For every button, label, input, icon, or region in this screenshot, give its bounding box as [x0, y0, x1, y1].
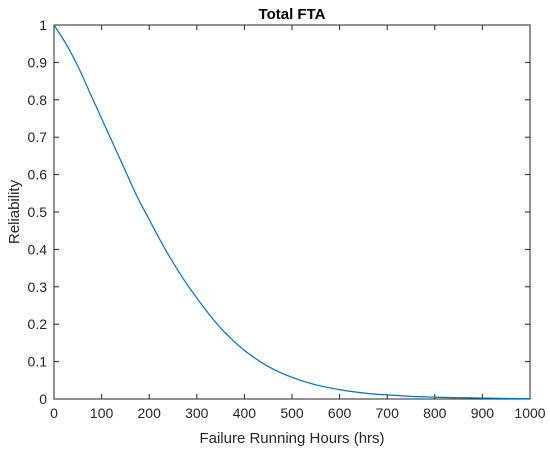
- y-tick-label: 0.7: [28, 129, 48, 145]
- y-tick-label: 1: [39, 17, 47, 33]
- x-tick-label: 0: [50, 405, 58, 421]
- y-tick-label: 0.1: [28, 354, 48, 370]
- x-tick-label: 500: [280, 405, 304, 421]
- y-tick-label: 0.2: [28, 316, 48, 332]
- x-axis: 0 100 200 300 400 500 600 700 800 900 1000: [50, 25, 546, 421]
- y-tick-label: 0.8: [28, 92, 48, 108]
- x-tick-label: 400: [233, 405, 257, 421]
- y-tick-label: 0.5: [28, 204, 48, 220]
- chart-title: Total FTA: [259, 6, 326, 23]
- y-axis: 0 0.1 0.2 0.3 0.4 0.5 0.6 0.7 0.8 0.9 1: [28, 17, 530, 407]
- y-tick-label: 0.4: [28, 241, 48, 257]
- x-tick-label: 200: [138, 405, 162, 421]
- series-line-reliability: [53, 24, 531, 400]
- x-tick-label: 900: [471, 405, 495, 421]
- x-tick-label: 100: [90, 405, 114, 421]
- plot-area-frame: [53, 24, 531, 400]
- x-tick-label: 800: [423, 405, 447, 421]
- x-axis-label: Failure Running Hours (hrs): [199, 430, 384, 447]
- x-tick-label: 700: [376, 405, 400, 421]
- y-tick-label: 0.3: [28, 279, 48, 295]
- x-tick-label: 300: [185, 405, 209, 421]
- y-axis-label: Reliability: [6, 179, 23, 244]
- y-tick-label: 0.9: [28, 54, 48, 70]
- x-tick-label: 1000: [514, 405, 545, 421]
- y-tick-label: 0: [39, 391, 47, 407]
- x-tick-label: 600: [328, 405, 352, 421]
- y-tick-label: 0.6: [28, 167, 48, 183]
